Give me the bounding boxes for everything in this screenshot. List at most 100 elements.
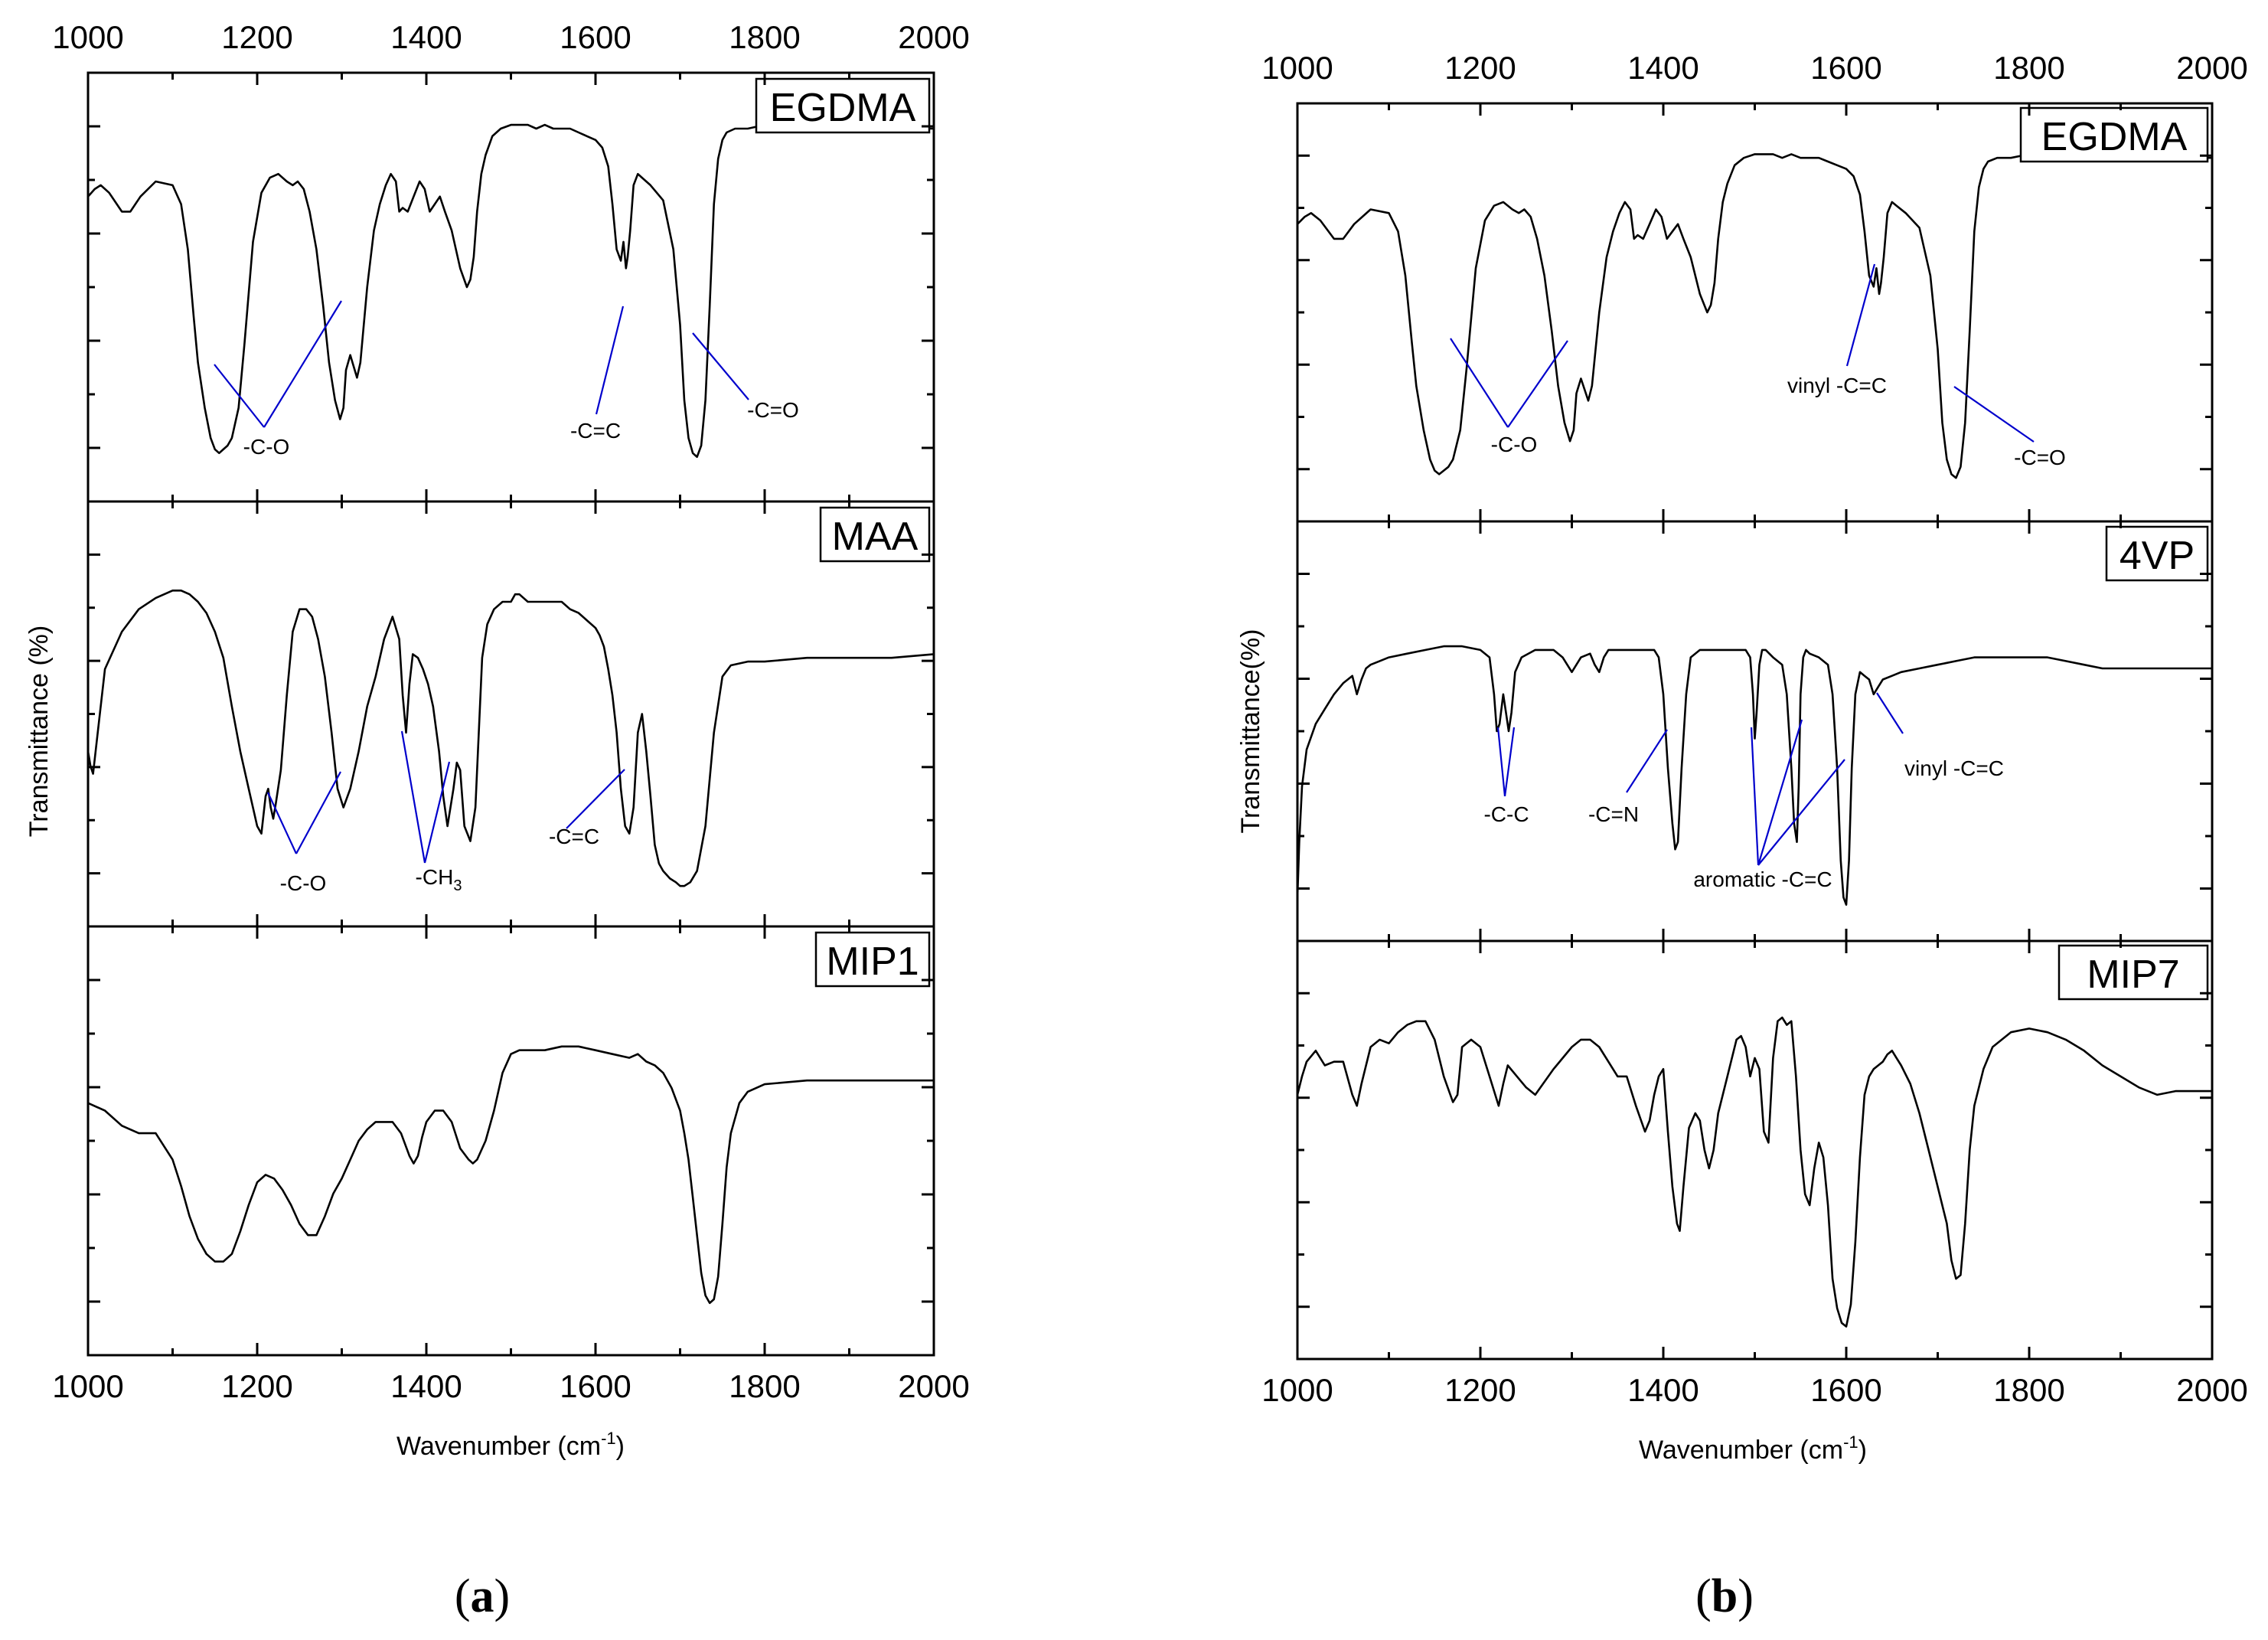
axis-ticks <box>86 73 2214 1359</box>
x-tick-label: 1000 <box>1261 1372 1333 1408</box>
x-tick-label: 1800 <box>1993 50 2064 86</box>
sample-label-box <box>2058 944 2209 1001</box>
x-tick-label: 1200 <box>1444 1372 1516 1408</box>
x-tick-label: 2000 <box>898 19 969 55</box>
sample-label-box <box>755 77 931 134</box>
annotation-label: -C-C <box>1483 802 1529 826</box>
x-axis-label-main: Wavenumber (cm <box>396 1432 601 1461</box>
sample-label-box <box>2019 106 2209 163</box>
x-tick-label: 1600 <box>1810 1372 1881 1408</box>
sample-label: MAA <box>832 515 919 559</box>
x-axis-label: Wavenumber (cm-1) <box>396 1429 625 1461</box>
panel-a-mip1-subplot: MIP1 <box>86 925 935 1357</box>
maa-spectrum-line <box>86 590 935 887</box>
x-tick-label: 1000 <box>52 1368 123 1404</box>
plot-frame <box>86 925 935 1357</box>
panel-b-mip7-subplot: MIP7 <box>1296 939 2214 1361</box>
x-tick-label: 1200 <box>221 19 292 55</box>
annotation-label: -C-O <box>1491 433 1538 456</box>
sample-label: EGDMA <box>770 86 916 130</box>
panel-a-top-tick-labels: 1000 1200 1400 1600 1800 2000 <box>52 19 969 55</box>
x-tick-label: 1400 <box>1627 50 1699 86</box>
plot-frame <box>1296 102 2214 523</box>
annotation-c-c-single: -C-C <box>1483 727 1529 826</box>
ch3-subscript: 3 <box>453 877 462 894</box>
annotation-label: -CH3 <box>416 865 462 894</box>
annotation-label: -C=C <box>549 825 599 848</box>
egdma-spectrum-line <box>87 123 934 459</box>
annotation-label: -C=C <box>570 419 621 443</box>
panel-letter-b: (b) <box>1695 1570 1754 1622</box>
annotation-label: vinyl -C=C <box>1787 374 1887 397</box>
x-tick-label: 1800 <box>1993 1372 2064 1408</box>
annotation-label: -C-O <box>243 435 290 459</box>
x-tick-label: 2000 <box>2176 50 2247 86</box>
x-tick-label: 1800 <box>729 1368 800 1404</box>
annotation-aromatic-c-c: aromatic -C=C <box>1693 719 1845 891</box>
sample-label-box <box>819 506 931 563</box>
sample-label-box <box>2105 525 2209 582</box>
x-tick-label: 1600 <box>560 19 631 55</box>
annotation-label: vinyl -C=C <box>1904 756 2004 780</box>
panel-a-egdma-subplot: EGDMA -C-O -C=C -C=O <box>86 71 935 503</box>
annotation-c-o-carbonyl: -C=O <box>692 332 799 422</box>
plot-frame <box>1296 939 2214 1361</box>
x-axis-label-main: Wavenumber (cm <box>1639 1436 1843 1465</box>
sample-label: MIP1 <box>826 939 919 984</box>
panel-b: 1000 1200 1400 1600 1800 2000 EGDMA -C-O… <box>1236 50 2248 1622</box>
sample-label-box <box>814 931 931 988</box>
panel-b-bottom-tick-labels: 1000 1200 1400 1600 1800 2000 <box>1261 1372 2247 1408</box>
y-axis-label: Transmittance(%) <box>1236 629 1265 833</box>
sample-label: EGDMA <box>2041 115 2188 159</box>
x-tick-label: 1400 <box>390 1368 462 1404</box>
panel-b-4vp-subplot: 4VP -C-C -C=N aromatic -C=C vinyl -C=C T… <box>1236 520 2214 943</box>
x-tick-label: 1400 <box>1627 1372 1699 1408</box>
annotation-label: -C=N <box>1588 802 1639 826</box>
mip1-spectrum-line <box>87 1045 934 1305</box>
panel-b-top-tick-labels: 1000 1200 1400 1600 1800 2000 <box>1261 50 2247 86</box>
x-axis-label-sup: -1 <box>1843 1433 1858 1452</box>
annotation-c-o: -C-O <box>267 771 341 895</box>
x-tick-label: 1600 <box>560 1368 631 1404</box>
panel-a: 1000 1200 1400 1600 1800 2000 EGDMA -C-O… <box>24 19 970 1622</box>
x-axis-label: Wavenumber (cm-1) <box>1639 1433 1867 1465</box>
annotation-label: -C=O <box>747 398 799 422</box>
x-tick-label: 2000 <box>898 1368 969 1404</box>
x-axis-label-end: ) <box>1858 1436 1867 1465</box>
y-axis-label: Transmittance (%) <box>24 626 54 837</box>
panel-letter-a: (a) <box>455 1570 510 1622</box>
annotation-vinyl-c-c: vinyl -C=C <box>1787 263 1887 397</box>
annotation-c-c: -C=C <box>549 769 625 848</box>
annotation-c-o: -C-O <box>214 300 342 459</box>
annotation-label: -C-O <box>280 871 327 895</box>
annotation-ch3: -CH3 <box>400 730 462 894</box>
mip7-spectrum-line <box>1296 1016 2212 1328</box>
x-axis-label-sup: -1 <box>601 1429 616 1448</box>
annotation-label: aromatic -C=C <box>1693 867 1832 891</box>
x-tick-label: 1600 <box>1810 50 1881 86</box>
annotation-c-n: -C=N <box>1588 729 1668 826</box>
x-tick-label: 1400 <box>390 19 462 55</box>
x-tick-label: 1800 <box>729 19 800 55</box>
sample-label: 4VP <box>2120 534 2195 578</box>
plot-frame <box>86 71 935 503</box>
x-tick-label: 1200 <box>221 1368 292 1404</box>
sample-label: MIP7 <box>2087 952 2179 997</box>
annotation-label: -C=O <box>2014 446 2066 469</box>
x-tick-label: 1000 <box>52 19 123 55</box>
x-axis-label-end: ) <box>616 1432 625 1461</box>
ch3-label: -CH <box>416 865 454 889</box>
annotation-c-o-carbonyl: -C=O <box>1953 386 2066 469</box>
x-tick-label: 1200 <box>1444 50 1516 86</box>
x-tick-label: 1000 <box>1261 50 1333 86</box>
annotation-c-o: -C-O <box>1450 338 1568 456</box>
x-tick-label: 2000 <box>2176 1372 2247 1408</box>
panel-a-bottom-tick-labels: 1000 1200 1400 1600 1800 2000 <box>52 1368 969 1404</box>
annotation-vinyl-c-c: vinyl -C=C <box>1876 692 2004 780</box>
4vp-spectrum-line <box>1296 645 2212 906</box>
panel-a-maa-subplot: MAA -C-O -CH3 -C=C Transmittance (%) <box>24 500 935 928</box>
plot-frame <box>86 500 935 928</box>
panel-b-egdma-subplot: EGDMA -C-O vinyl -C=C -C=O <box>1296 102 2214 523</box>
annotation-c-c: -C=C <box>570 305 625 443</box>
